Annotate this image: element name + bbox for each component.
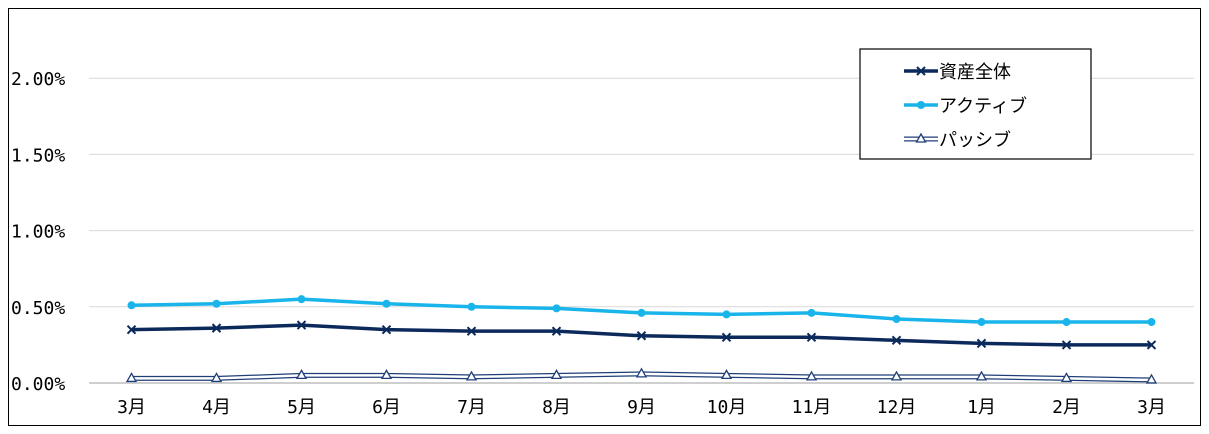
data-point	[976, 338, 987, 349]
data-point	[127, 301, 136, 310]
data-point	[551, 326, 562, 336]
y-tick-label: 1.50%	[11, 145, 65, 166]
x-tick-label: 3月	[1137, 397, 1166, 418]
x-tick-label: 7月	[457, 397, 486, 418]
x-tick-label: 5月	[287, 397, 316, 418]
legend-marker	[916, 66, 926, 76]
data-point	[722, 310, 731, 319]
data-point	[210, 372, 223, 383]
series-2	[127, 295, 1156, 327]
x-axis-ticks: 3月 4月 5月 6月 7月 8月 9月 10月 11月 12月 1月 2月 3月	[117, 397, 1166, 418]
data-point	[295, 369, 308, 380]
data-point	[466, 326, 477, 336]
data-point	[1060, 372, 1073, 383]
y-tick-label: 2.00%	[11, 69, 65, 90]
data-point	[720, 369, 733, 380]
data-point	[1145, 373, 1158, 384]
data-point	[1146, 340, 1157, 350]
data-point	[1147, 318, 1156, 327]
data-point	[382, 299, 391, 308]
legend-item: 資産全体	[904, 62, 1011, 83]
data-point	[126, 324, 137, 335]
series-lines	[125, 295, 1158, 384]
data-point	[211, 323, 222, 333]
x-tick-label: 6月	[372, 397, 401, 418]
data-point	[807, 308, 816, 317]
x-tick-label: 10月	[707, 397, 747, 418]
data-point	[550, 369, 563, 380]
legend-box	[859, 48, 1092, 160]
line-chart: 0.00% 0.50% 1.00% 1.50% 2.00% 3月 4月 5月 6月 7月 8月 9月…	[11, 48, 1194, 418]
data-point	[892, 314, 901, 323]
data-point	[636, 331, 647, 341]
legend-label: 資産全体	[939, 62, 1011, 83]
data-point	[212, 299, 221, 308]
x-tick-label: 2月	[1052, 397, 1081, 418]
data-point	[635, 367, 648, 378]
x-tick-label: 3月	[117, 397, 146, 418]
legend-marker	[917, 101, 925, 109]
data-point	[1062, 318, 1071, 327]
chart-frame: 0.00% 0.50% 1.00% 1.50% 2.00% 3月 4月 5月 6月 7月 8月 9月…	[8, 8, 1201, 426]
legend-label: パッシブ	[939, 129, 1011, 151]
series-3	[125, 367, 1158, 384]
y-tick-label: 1.00%	[11, 222, 65, 243]
series-1	[126, 320, 1157, 350]
legend-marker	[915, 132, 927, 143]
y-tick-label: 0.50%	[11, 298, 65, 319]
data-point	[721, 332, 732, 342]
data-point	[890, 370, 903, 381]
x-tick-label: 4月	[202, 397, 231, 418]
data-point	[637, 308, 646, 317]
legend-item: アクティブ	[904, 95, 1027, 117]
data-point	[296, 320, 307, 330]
x-tick-label: 12月	[877, 397, 917, 418]
legend-item: パッシブ	[904, 129, 1011, 151]
data-point	[805, 370, 818, 381]
data-point	[467, 302, 476, 311]
x-tick-label: 8月	[542, 397, 571, 418]
legend-label: アクティブ	[939, 95, 1027, 117]
data-point	[806, 332, 817, 342]
data-point	[891, 335, 902, 346]
y-tick-label: 0.00%	[11, 374, 65, 395]
data-point	[380, 369, 393, 380]
data-point	[1061, 340, 1072, 350]
data-point	[552, 304, 561, 313]
y-axis-ticks: 0.00% 0.50% 1.00% 1.50% 2.00%	[11, 69, 65, 395]
data-point	[125, 372, 138, 383]
x-tick-label: 9月	[627, 397, 656, 418]
data-point	[975, 370, 988, 381]
x-tick-label: 11月	[792, 397, 832, 418]
x-tick-label: 1月	[967, 397, 996, 418]
data-point	[465, 370, 478, 381]
data-point	[977, 318, 986, 327]
data-point	[297, 295, 306, 304]
data-point	[381, 324, 392, 335]
